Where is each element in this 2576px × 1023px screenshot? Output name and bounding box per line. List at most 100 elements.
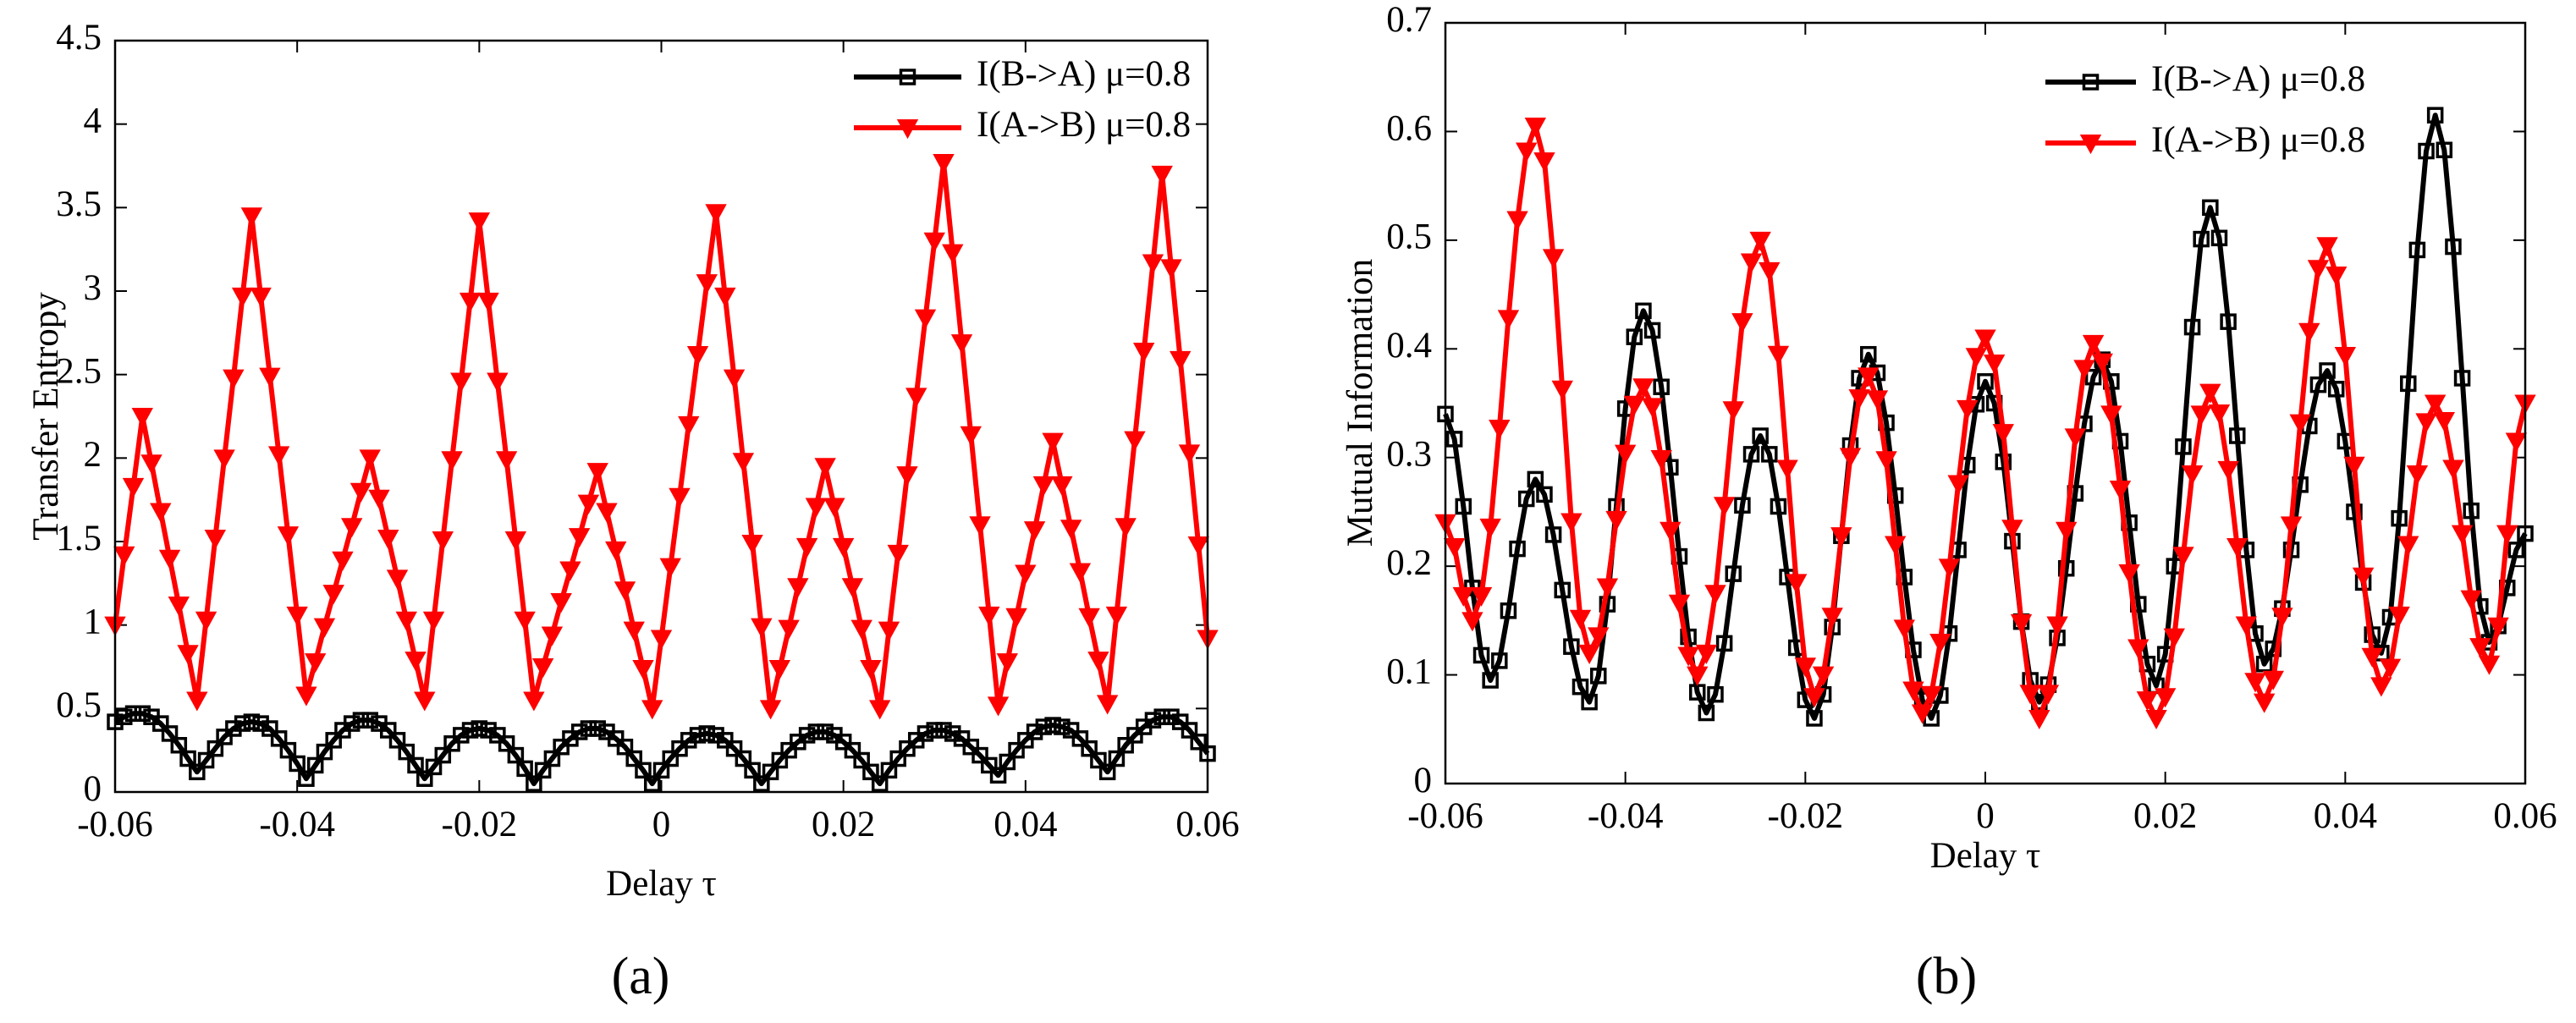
data-point — [197, 751, 215, 769]
data-point — [434, 746, 452, 764]
data-point — [116, 708, 133, 725]
x-tick-label: -0.06 — [1407, 796, 1483, 836]
data-point — [1187, 536, 1209, 557]
data-point — [2175, 438, 2192, 455]
data-point — [325, 732, 342, 749]
data-point — [981, 756, 998, 774]
data-point — [416, 770, 433, 787]
data-point — [150, 503, 172, 523]
data-point — [516, 760, 533, 778]
data-point — [1544, 526, 1562, 543]
data-point — [2391, 509, 2408, 527]
data-point — [2127, 639, 2149, 659]
data-point — [1563, 638, 1580, 655]
data-point — [1452, 586, 1474, 607]
data-point — [2220, 313, 2237, 330]
data-point — [744, 762, 761, 779]
data-point — [252, 715, 269, 732]
data-point — [216, 729, 233, 745]
y-tick-label: 0.3 — [1386, 435, 1432, 475]
data-point — [1929, 634, 1951, 654]
legend-label: I(A->B) μ=0.8 — [977, 105, 1191, 145]
data-point — [1635, 302, 1652, 320]
data-point — [2334, 346, 2357, 367]
data-point — [662, 750, 680, 767]
data-point — [605, 541, 627, 561]
x-tick-label: -0.06 — [77, 805, 153, 844]
data-point — [2418, 142, 2435, 160]
data-point — [1742, 446, 1760, 463]
data-point — [969, 516, 991, 536]
data-point — [2118, 564, 2140, 584]
data-point — [987, 696, 1010, 717]
data-point — [1023, 521, 1046, 542]
legend-label: I(A->B) μ=0.8 — [2151, 120, 2365, 160]
data-point — [1160, 259, 1182, 279]
data-point — [2019, 685, 2041, 705]
y-axis-label: Transfer Entropy — [26, 292, 66, 541]
data-point — [471, 720, 488, 737]
data-point — [832, 537, 855, 558]
data-point — [341, 518, 363, 538]
data-point — [2451, 525, 2474, 545]
data-point — [1560, 513, 1582, 533]
data-point — [1992, 424, 2014, 444]
data-point — [1060, 520, 1082, 540]
data-point — [1536, 486, 1553, 503]
data-point — [507, 746, 525, 764]
data-point — [1108, 750, 1126, 767]
data-point — [1026, 723, 1043, 740]
data-point — [1144, 712, 1162, 729]
data-point — [1509, 540, 1526, 558]
x-tick-label: 0.02 — [2133, 796, 2197, 836]
data-point — [807, 723, 825, 740]
data-point — [1443, 538, 1466, 558]
data-point — [250, 287, 272, 307]
data-point — [526, 775, 542, 792]
data-point — [168, 596, 190, 617]
data-point — [2172, 547, 2194, 567]
data-point — [541, 626, 564, 646]
data-point — [823, 498, 845, 518]
data-point — [2271, 608, 2293, 628]
data-point — [559, 561, 581, 581]
data-point — [1911, 704, 1934, 724]
data-point — [204, 530, 227, 550]
data-point — [270, 730, 288, 747]
data-point — [1707, 685, 1724, 703]
legend-marker — [899, 69, 916, 85]
y-tick-label: 4.5 — [56, 18, 102, 58]
data-point — [2028, 709, 2050, 730]
data-point — [923, 232, 945, 252]
data-point — [352, 712, 370, 729]
data-point — [1015, 564, 1037, 585]
data-point — [942, 244, 964, 264]
data-point — [1893, 619, 1915, 640]
data-point — [1965, 348, 1988, 368]
data-point — [914, 309, 937, 329]
data-point — [1105, 606, 1128, 626]
data-point — [1472, 646, 1490, 664]
data-point — [1035, 718, 1053, 735]
data-point — [1860, 345, 1877, 363]
data-point — [1042, 432, 1064, 453]
data-point — [388, 732, 406, 749]
data-point — [978, 606, 1000, 626]
data-point — [1596, 578, 1619, 598]
data-point — [686, 345, 709, 366]
data-point — [2327, 381, 2345, 398]
data-point — [2091, 353, 2113, 373]
data-point — [659, 558, 681, 578]
y-tick-label: 2 — [84, 435, 102, 475]
data-point — [1098, 763, 1116, 781]
data-point — [223, 369, 245, 389]
data-point — [161, 725, 179, 742]
data-point — [1623, 395, 1645, 415]
data-point — [179, 750, 196, 767]
data-point — [313, 618, 336, 638]
data-point — [543, 750, 561, 767]
y-tick-label: 0.7 — [1386, 0, 1432, 40]
data-point — [1734, 497, 1751, 514]
x-tick-label: 0 — [652, 805, 671, 844]
data-point — [1126, 727, 1143, 744]
